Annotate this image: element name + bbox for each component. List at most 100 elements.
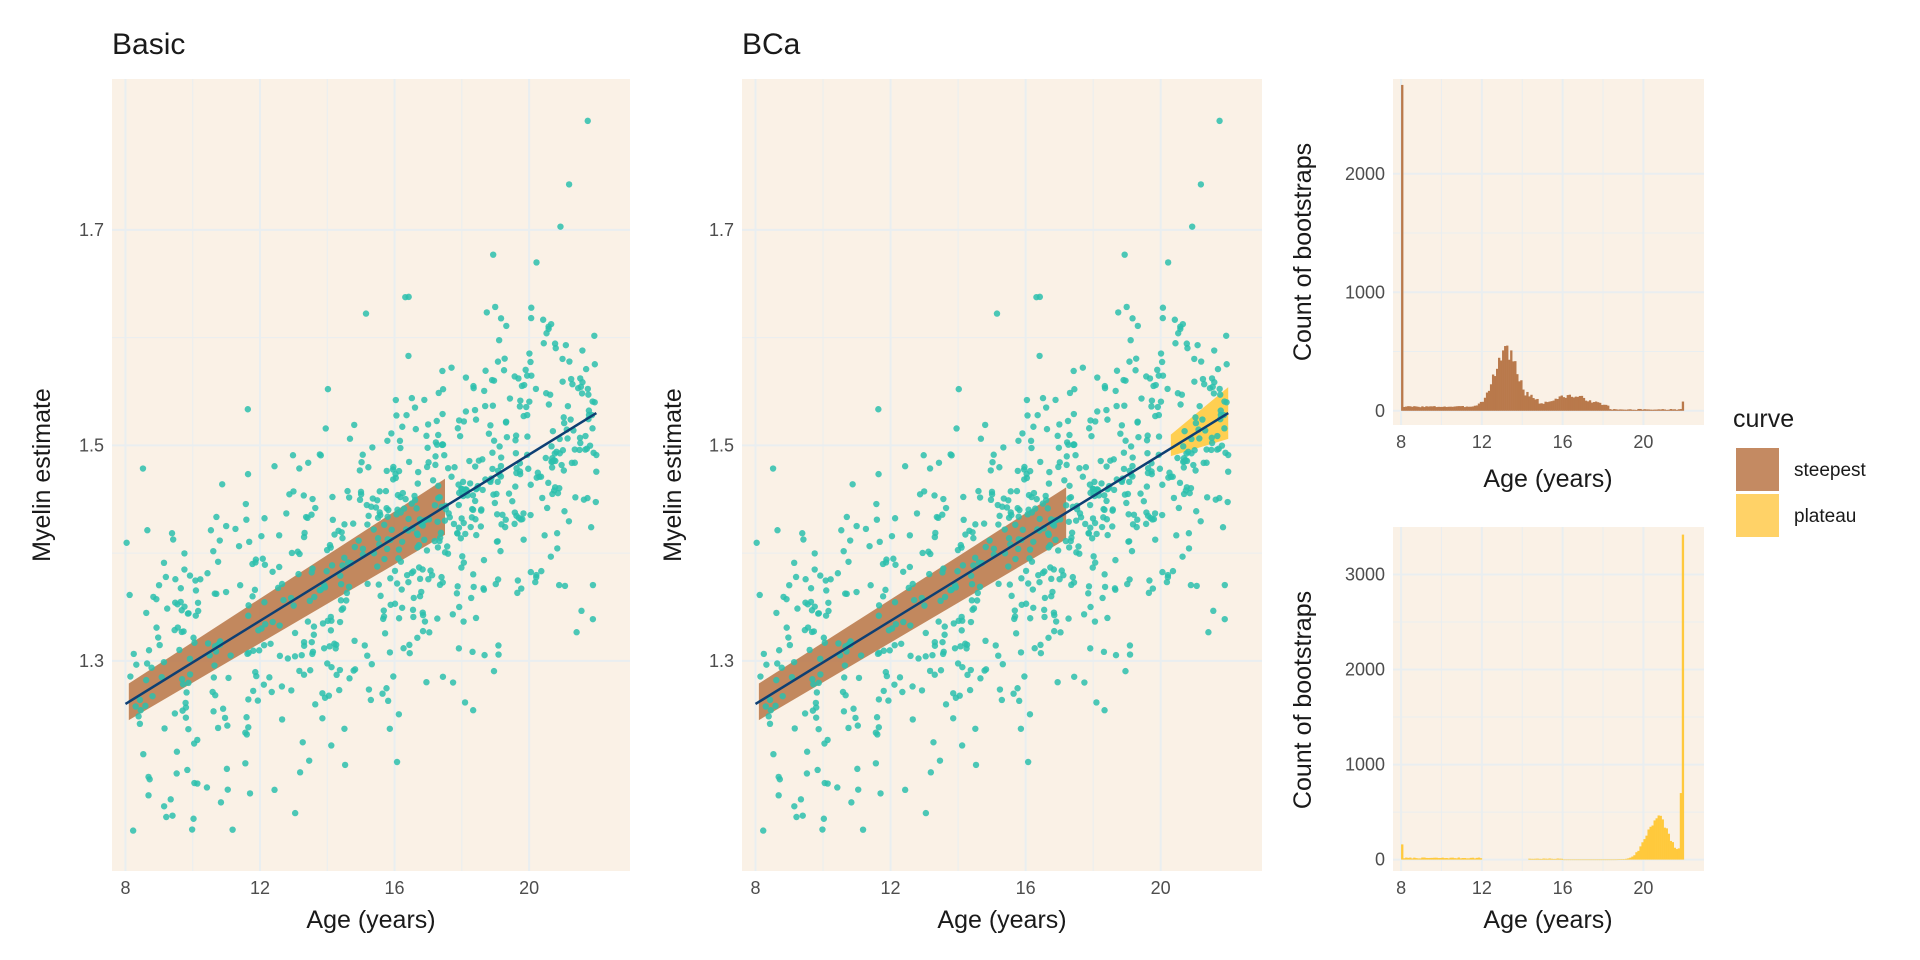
data-point — [866, 542, 873, 550]
hist-bar — [1560, 395, 1563, 411]
data-point — [783, 595, 790, 603]
hist-bar — [1596, 402, 1600, 411]
hist-bar — [1619, 859, 1622, 860]
data-point — [1027, 437, 1035, 445]
data-point — [1172, 340, 1179, 347]
data-point — [972, 521, 979, 528]
hist-bar — [1429, 406, 1432, 411]
data-point — [1099, 594, 1106, 602]
data-point — [245, 612, 252, 619]
data-point — [211, 590, 219, 597]
data-point — [444, 464, 452, 472]
data-point — [296, 769, 304, 776]
hist-bar — [1554, 858, 1557, 860]
data-point — [584, 385, 592, 393]
data-point — [845, 558, 852, 565]
hist-bar — [1623, 409, 1626, 411]
data-point — [1180, 464, 1188, 471]
data-point — [405, 293, 412, 301]
x-tick-label: 8 — [120, 878, 130, 898]
hist-bar — [1580, 859, 1584, 861]
hist-bar — [1554, 398, 1557, 411]
hist-bar — [1467, 406, 1471, 411]
data-point — [1175, 504, 1183, 512]
x-tick-label: 16 — [1553, 878, 1573, 898]
hist-bar — [1522, 389, 1525, 411]
data-point — [307, 667, 314, 674]
data-point — [135, 713, 142, 720]
data-point — [261, 599, 268, 606]
data-point — [562, 341, 570, 349]
data-point — [514, 577, 522, 584]
data-point — [1070, 441, 1077, 448]
data-point — [1087, 524, 1094, 531]
data-point — [815, 679, 822, 687]
data-point — [511, 509, 519, 516]
data-point — [1034, 411, 1041, 419]
data-point — [1151, 510, 1159, 517]
data-point — [466, 457, 473, 465]
data-point — [1169, 473, 1176, 480]
data-point — [1221, 615, 1228, 623]
data-point — [1042, 404, 1050, 411]
data-point — [762, 703, 769, 710]
data-point — [145, 773, 152, 781]
data-point — [1221, 581, 1228, 589]
data-point — [1196, 402, 1203, 410]
data-point — [1104, 531, 1111, 539]
data-point — [589, 615, 597, 623]
hist-bar — [1451, 857, 1454, 860]
y-axis-label-basic: Myelin estimate — [28, 388, 56, 562]
hist-bar — [1415, 858, 1418, 860]
data-point — [386, 649, 394, 656]
data-point — [210, 708, 217, 715]
data-point — [194, 599, 202, 606]
data-point — [810, 681, 817, 688]
data-point — [299, 739, 306, 746]
x-axis-label-bca: Age (years) — [937, 906, 1066, 934]
data-point — [551, 340, 559, 347]
hist-bar — [1477, 857, 1481, 860]
data-point — [418, 588, 425, 596]
data-point — [879, 593, 887, 600]
data-point — [428, 571, 436, 579]
data-point — [185, 679, 192, 687]
hist-bar — [1487, 390, 1491, 411]
data-point — [346, 675, 353, 682]
data-point — [539, 494, 546, 502]
hist-bar — [1528, 396, 1531, 411]
data-point — [875, 612, 883, 619]
data-point — [127, 673, 134, 680]
data-point — [527, 358, 534, 366]
data-point — [1051, 627, 1058, 635]
data-point — [1091, 559, 1099, 566]
hist-bar — [1457, 857, 1460, 860]
data-point — [305, 757, 313, 764]
data-point — [245, 724, 252, 731]
data-point — [854, 722, 861, 729]
data-point — [222, 588, 230, 596]
data-point — [803, 748, 811, 755]
data-point — [1066, 482, 1073, 489]
hist-bar — [1594, 401, 1598, 411]
data-point — [1055, 463, 1062, 471]
hist-bar — [1421, 857, 1424, 860]
hist-bar — [1558, 396, 1561, 411]
data-point — [416, 575, 424, 583]
data-point — [542, 454, 549, 462]
data-point — [296, 550, 303, 558]
data-point — [245, 696, 252, 703]
data-point — [1122, 377, 1129, 384]
data-point — [176, 646, 183, 654]
y-tick-label: 3000 — [1345, 565, 1385, 585]
hist-bar — [1605, 859, 1608, 861]
data-point — [219, 705, 227, 712]
hist-bar — [1441, 406, 1444, 411]
data-point — [312, 504, 319, 512]
data-point — [940, 495, 947, 503]
data-point — [976, 494, 984, 501]
data-point — [967, 666, 975, 674]
data-point — [368, 660, 375, 668]
hist-bar — [1526, 391, 1529, 411]
data-point — [140, 750, 147, 758]
